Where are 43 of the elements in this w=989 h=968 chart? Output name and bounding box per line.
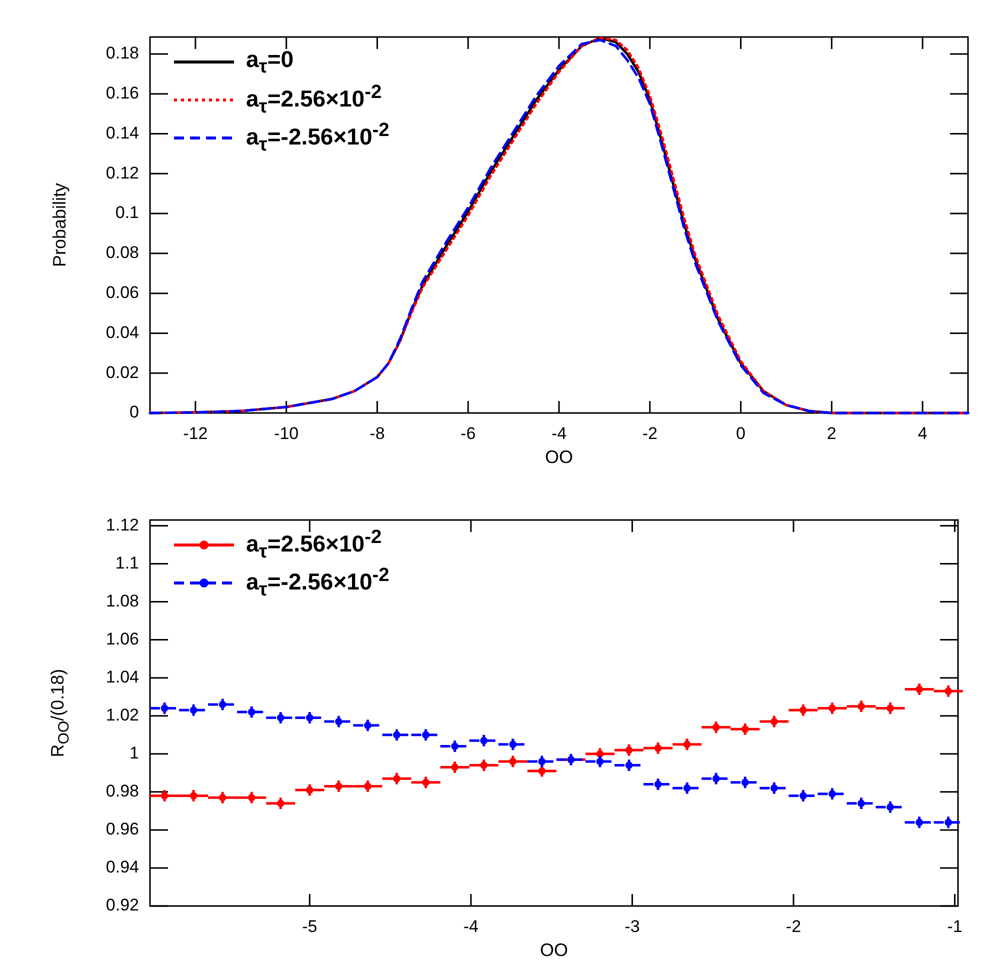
y-tick-label: 1 (130, 744, 139, 763)
x-tick-label: 2 (826, 424, 836, 443)
y-tick-label: 1.1 (115, 553, 139, 572)
y-tick-label: 0.96 (106, 820, 139, 839)
x-tick-label: -2 (642, 424, 658, 443)
legend-label: a$_{τ}$=0 (246, 46, 294, 78)
legend-label: a$_{τ}$=-2.56×10$^{-2}$ (246, 120, 390, 156)
x-tick-label: -12 (183, 424, 208, 443)
y-tick-label: 1.08 (106, 591, 139, 610)
y-tick-label: 0.94 (106, 858, 139, 877)
y-tick-label: 0.18 (106, 44, 139, 63)
x-tick-label: -4 (463, 916, 479, 936)
y-tick-label: 0.08 (106, 243, 139, 262)
x-axis-title: OO (544, 447, 574, 468)
x-tick-label: -10 (274, 424, 299, 443)
legend-label: a$_{τ}$=2.56×10$^{-2}$ (246, 82, 382, 118)
y-tick-label: 0.02 (106, 362, 139, 382)
x-tick-label: -5 (302, 916, 318, 936)
x-tick-label: -6 (460, 424, 476, 443)
y-tick-label: 0.12 (106, 163, 139, 182)
y-tick-label: 0.98 (106, 782, 139, 801)
x-axis-title: OO (538, 940, 569, 961)
x-tick-label: -3 (624, 916, 640, 936)
y-tick-label: 0.92 (106, 896, 139, 915)
x-tick-label: -1 (947, 916, 962, 936)
y-tick-label: 1.06 (106, 629, 139, 648)
y-tick-label: 1.12 (106, 515, 139, 534)
y-tick-label: 0.14 (106, 123, 139, 142)
legend-label: a$_{τ}$=-2.56×10$^{-2}$ (246, 564, 390, 602)
y-tick-label: 0.16 (106, 84, 139, 103)
x-tick-label: -4 (551, 424, 567, 443)
y-tick-label: 1.02 (106, 706, 139, 725)
legend-label: a$_{τ}$=2.56×10$^{-2}$ (246, 526, 382, 564)
x-tick-label: 0 (736, 424, 746, 443)
y-tick-label: 1.04 (106, 668, 139, 687)
x-tick-label: 4 (918, 424, 928, 443)
x-tick-label: -8 (370, 424, 385, 443)
y-axis-title: Probability (50, 182, 70, 268)
y-tick-label: 0 (130, 402, 139, 422)
y-tick-label: 0.04 (106, 322, 139, 342)
y-tick-label: 0.1 (115, 203, 139, 222)
x-tick-label: -2 (786, 916, 802, 936)
y-tick-label: 0.06 (106, 283, 139, 302)
